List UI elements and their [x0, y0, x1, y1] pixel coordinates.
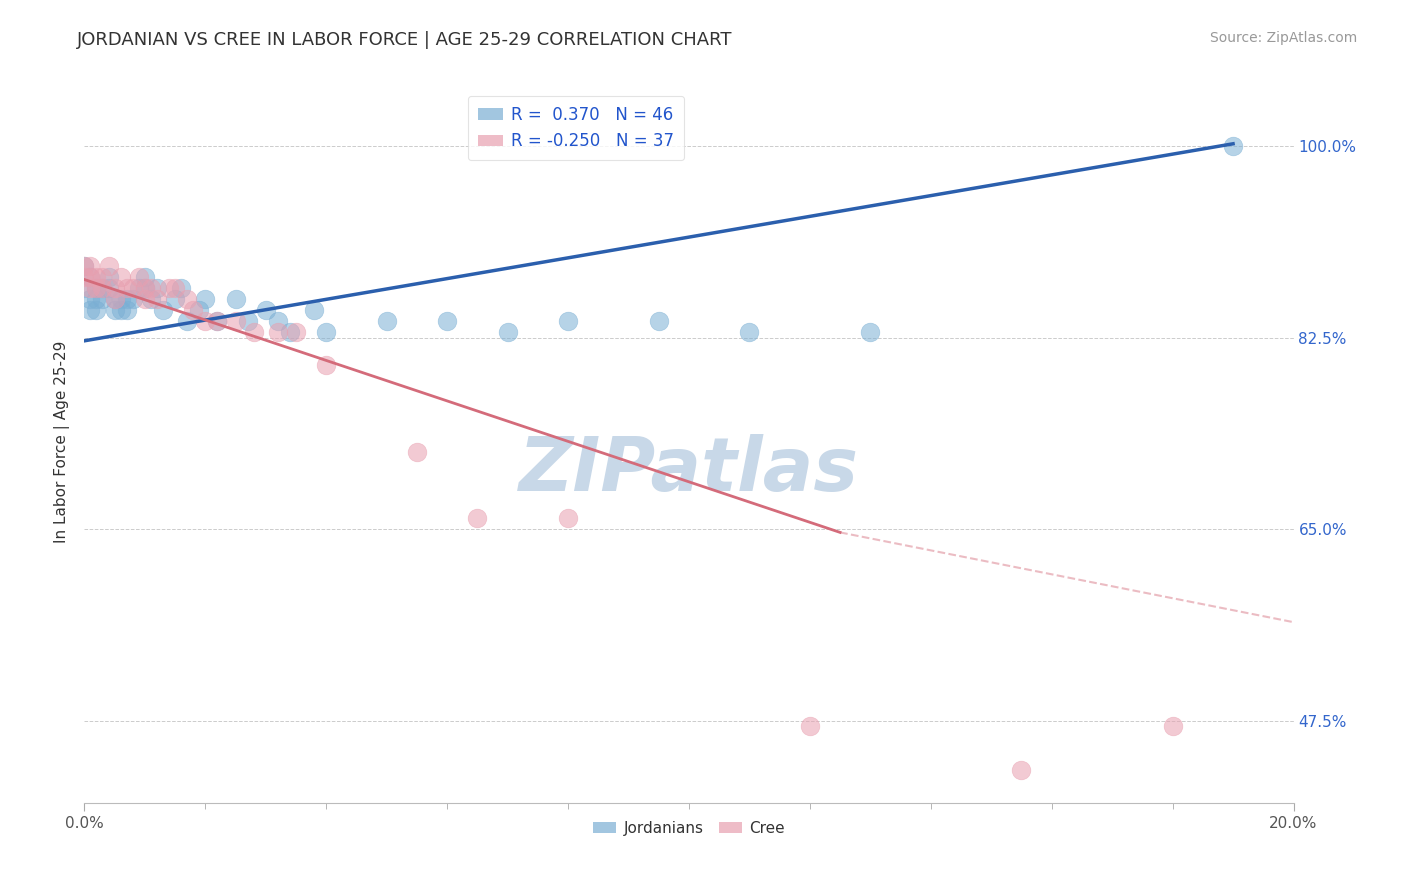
Point: [79, 270, 101, 285]
Point: [128, 281, 150, 295]
Point: [79, 270, 101, 285]
Point: [315, 325, 337, 339]
Point: [91, 270, 114, 285]
Point: [73, 281, 96, 295]
Point: [110, 270, 132, 285]
Point: [91, 281, 114, 295]
Legend: Jordanians, Cree: Jordanians, Cree: [586, 815, 792, 842]
Point: [436, 314, 458, 328]
Point: [134, 281, 156, 295]
Point: [207, 314, 229, 328]
Point: [79, 260, 101, 274]
Point: [302, 303, 325, 318]
Point: [110, 292, 132, 306]
Point: [170, 281, 193, 295]
Point: [738, 325, 761, 339]
Point: [799, 719, 821, 733]
Point: [236, 314, 259, 328]
Point: [194, 314, 217, 328]
Point: [146, 281, 169, 295]
Point: [104, 292, 127, 306]
Point: [1222, 139, 1244, 153]
Point: [467, 511, 489, 525]
Point: [242, 325, 264, 339]
Y-axis label: In Labor Force | Age 25-29: In Labor Force | Age 25-29: [55, 341, 70, 542]
Point: [254, 303, 277, 318]
Point: [496, 325, 519, 339]
Point: [557, 511, 579, 525]
Point: [1011, 763, 1033, 777]
Point: [165, 281, 187, 295]
Point: [86, 281, 108, 295]
Point: [176, 292, 198, 306]
Point: [139, 292, 162, 306]
Point: [134, 270, 156, 285]
Point: [73, 270, 96, 285]
Point: [121, 281, 143, 295]
Point: [859, 325, 882, 339]
Point: [104, 292, 127, 306]
Text: ZIPatlas: ZIPatlas: [519, 434, 859, 507]
Point: [225, 292, 247, 306]
Point: [1161, 719, 1184, 733]
Point: [152, 303, 174, 318]
Point: [134, 292, 156, 306]
Point: [165, 292, 187, 306]
Point: [79, 303, 101, 318]
Point: [104, 281, 127, 295]
Point: [207, 314, 229, 328]
Point: [115, 292, 138, 306]
Point: [79, 292, 101, 306]
Point: [375, 314, 398, 328]
Point: [104, 303, 127, 318]
Point: [146, 292, 169, 306]
Point: [648, 314, 671, 328]
Point: [557, 314, 579, 328]
Point: [91, 292, 114, 306]
Point: [157, 281, 180, 295]
Point: [285, 325, 308, 339]
Point: [115, 281, 138, 295]
Point: [176, 314, 198, 328]
Point: [86, 303, 108, 318]
Point: [91, 281, 114, 295]
Point: [110, 303, 132, 318]
Point: [315, 358, 337, 372]
Text: JORDANIAN VS CREE IN LABOR FORCE | AGE 25-29 CORRELATION CHART: JORDANIAN VS CREE IN LABOR FORCE | AGE 2…: [77, 31, 733, 49]
Point: [79, 281, 101, 295]
Text: Source: ZipAtlas.com: Source: ZipAtlas.com: [1209, 31, 1357, 45]
Point: [188, 303, 211, 318]
Point: [73, 260, 96, 274]
Point: [278, 325, 301, 339]
Point: [97, 281, 120, 295]
Point: [86, 292, 108, 306]
Point: [86, 281, 108, 295]
Point: [225, 314, 247, 328]
Point: [194, 292, 217, 306]
Point: [97, 260, 120, 274]
Point: [134, 281, 156, 295]
Point: [406, 445, 429, 459]
Point: [128, 270, 150, 285]
Point: [73, 260, 96, 274]
Point: [267, 325, 290, 339]
Point: [121, 292, 143, 306]
Point: [139, 281, 162, 295]
Point: [181, 303, 204, 318]
Point: [97, 270, 120, 285]
Point: [267, 314, 290, 328]
Point: [86, 270, 108, 285]
Point: [115, 303, 138, 318]
